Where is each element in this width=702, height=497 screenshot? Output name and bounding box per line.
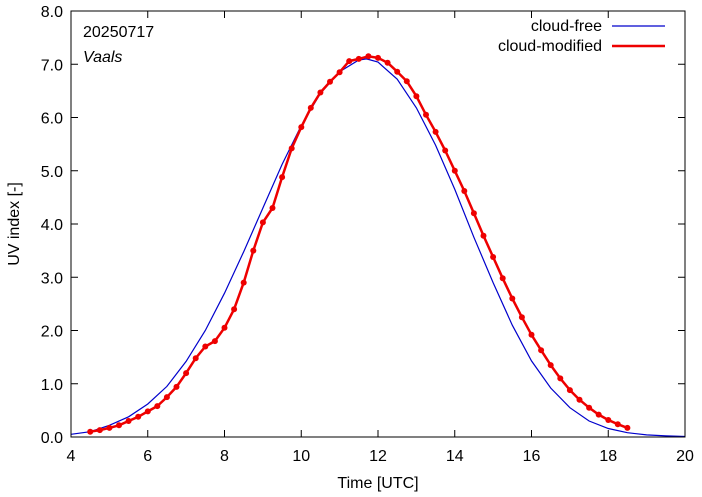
data-point-cloud-modified — [423, 111, 429, 118]
data-point-cloud-modified — [490, 254, 497, 260]
data-point-cloud-modified — [413, 93, 420, 100]
y-tick-label: 2.0 — [41, 324, 63, 341]
data-point-cloud-modified — [154, 403, 161, 410]
x-tick-label: 20 — [676, 448, 694, 465]
ticks-layer: 4 6 8 10 12 14 16 18 20 0.0 1.0 2.0 3.0 4.0 5.0 6.0 7.0 8… — [41, 4, 694, 465]
series-layer — [70, 53, 686, 438]
legend-label-cloud-modified: cloud-modified — [498, 38, 602, 55]
y-tick-label: 8.0 — [41, 4, 63, 21]
data-point-cloud-modified — [96, 427, 103, 434]
x-tick-label: 14 — [446, 448, 464, 465]
data-point-cloud-modified — [202, 343, 209, 350]
data-point-cloud-modified — [624, 424, 631, 431]
x-tick-label: 8 — [220, 448, 229, 465]
data-point-cloud-modified — [451, 167, 458, 174]
data-point-cloud-modified — [163, 394, 170, 401]
y-tick-label: 7.0 — [41, 57, 63, 74]
data-point-cloud-modified — [432, 128, 439, 135]
data-point-cloud-modified — [336, 69, 343, 76]
data-point-cloud-modified — [566, 387, 573, 394]
data-point-cloud-modified — [327, 78, 333, 85]
data-point-cloud-modified — [394, 68, 401, 75]
data-point-cloud-modified — [528, 331, 535, 338]
data-point-cloud-modified — [116, 422, 122, 429]
data-point-cloud-modified — [288, 145, 295, 152]
data-point-cloud-modified — [279, 174, 286, 181]
data-point-cloud-modified — [125, 418, 132, 424]
data-point-cloud-modified — [442, 147, 449, 154]
data-point-cloud-modified — [269, 205, 276, 211]
x-tick-label: 4 — [67, 448, 76, 465]
series-line-cloud-free — [70, 58, 686, 438]
data-point-cloud-modified — [509, 295, 516, 302]
data-point-cloud-modified — [346, 58, 353, 65]
data-point-cloud-modified — [298, 124, 305, 131]
plot-frame — [70, 10, 686, 438]
x-tick-label: 6 — [143, 448, 152, 465]
x-tick-label: 18 — [599, 448, 617, 465]
date-annotation: 20250717 — [83, 24, 154, 41]
data-point-cloud-modified — [250, 247, 257, 254]
data-point-cloud-modified — [87, 428, 94, 435]
x-tick-label: 16 — [523, 448, 541, 465]
data-point-cloud-modified — [518, 314, 525, 321]
data-point-cloud-modified — [106, 424, 113, 431]
data-point-cloud-modified — [595, 411, 602, 418]
data-point-cloud-modified — [403, 78, 410, 85]
data-point-cloud-modified — [576, 396, 583, 403]
data-point-cloud-modified — [499, 275, 506, 282]
data-point-cloud-modified — [375, 54, 381, 61]
data-point-cloud-modified — [355, 55, 362, 62]
data-point-cloud-modified — [317, 89, 324, 96]
data-point-cloud-modified — [547, 362, 554, 369]
data-point-cloud-modified — [221, 324, 228, 331]
data-point-cloud-modified — [173, 383, 180, 390]
location-annotation: Vaals — [83, 49, 122, 66]
data-point-cloud-modified — [183, 370, 190, 377]
data-point-cloud-modified — [614, 421, 621, 428]
data-point-cloud-modified — [461, 188, 468, 194]
data-point-cloud-modified — [470, 210, 477, 217]
x-tick-label: 12 — [369, 448, 387, 465]
data-point-cloud-modified — [605, 417, 612, 423]
legend-label-cloud-free: cloud-free — [531, 18, 602, 35]
x-axis-label: Time [UTC] — [337, 475, 418, 492]
data-point-cloud-modified — [192, 355, 199, 362]
y-tick-label: 5.0 — [41, 164, 63, 181]
series-line-cloud-modified — [89, 55, 628, 433]
legend: cloud-free cloud-modified — [498, 18, 665, 55]
y-tick-label: 4.0 — [41, 217, 63, 234]
data-point-cloud-modified — [211, 338, 218, 345]
y-tick-label: 0.0 — [41, 430, 63, 447]
data-point-cloud-modified — [557, 375, 564, 382]
data-point-cloud-modified — [365, 53, 372, 60]
data-point-cloud-modified — [240, 279, 247, 286]
y-tick-label: 1.0 — [41, 377, 63, 394]
x-tick-label: 10 — [292, 448, 310, 465]
y-axis-label: UV index [-] — [6, 182, 23, 266]
data-point-cloud-modified — [538, 347, 545, 354]
data-point-cloud-modified — [259, 219, 266, 226]
data-point-cloud-modified — [231, 306, 238, 313]
data-point-cloud-modified — [586, 404, 593, 411]
data-point-cloud-modified — [307, 104, 314, 111]
data-point-cloud-modified — [480, 232, 487, 239]
y-tick-label: 6.0 — [41, 111, 63, 128]
y-tick-label: 3.0 — [41, 270, 63, 287]
data-point-cloud-modified — [135, 413, 142, 420]
data-point-cloud-modified — [144, 408, 151, 415]
data-point-cloud-modified — [384, 59, 391, 66]
